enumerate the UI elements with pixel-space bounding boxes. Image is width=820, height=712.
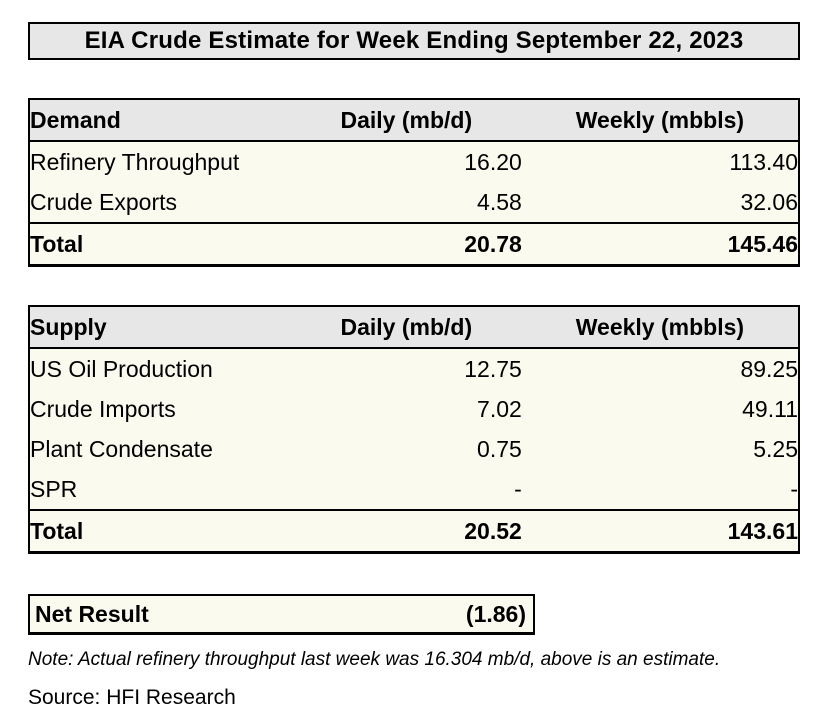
weekly-value: 143.61 [727,518,798,544]
daily-value: 0.75 [477,436,522,462]
daily-value: 4.58 [477,189,522,215]
demand-header-row: Demand Daily (mb/d) Weekly (mbbls) [29,99,799,141]
weekly-value: - [790,476,798,502]
table-row: Crude Exports 4.58 32.06 [29,182,799,223]
daily-value: 20.52 [464,518,522,544]
weekly-value: 145.46 [727,231,798,257]
table-row: Refinery Throughput 16.20 113.40 [29,141,799,182]
table-row: Crude Imports 7.02 49.11 [29,389,799,429]
weekly-value: 113.40 [729,149,798,175]
demand-total-row: Total 20.78 145.46 [29,223,799,266]
demand-header-weekly: Weekly (mbbls) [575,107,745,133]
net-result-box: Net Result (1.86) [28,594,535,635]
weekly-value: 5.25 [753,436,798,462]
row-label: Crude Exports [30,189,178,215]
row-label: Crude Imports [30,396,176,422]
demand-header-daily: Daily (mb/d) [340,107,473,133]
row-label: Total [30,231,84,257]
weekly-value: 32.06 [740,189,798,215]
table-row: Plant Condensate 0.75 5.25 [29,429,799,469]
row-label: SPR [30,476,78,502]
table-row: US Oil Production 12.75 89.25 [29,348,799,389]
table-row: SPR - - [29,469,799,510]
daily-value: - [514,476,522,502]
page-title: EIA Crude Estimate for Week Ending Septe… [84,27,744,54]
note-text: Note: Actual refinery throughput last we… [28,649,721,670]
row-label: US Oil Production [30,356,213,382]
supply-header-daily: Daily (mb/d) [340,314,473,340]
daily-value: 20.78 [464,231,522,257]
demand-table: Demand Daily (mb/d) Weekly (mbbls) Refin… [28,98,800,267]
supply-total-row: Total 20.52 143.61 [29,510,799,553]
row-label: Refinery Throughput [30,149,240,175]
source-text: Source: HFI Research [28,686,236,709]
supply-table: Supply Daily (mb/d) Weekly (mbbls) US Oi… [28,305,800,554]
supply-header-row: Supply Daily (mb/d) Weekly (mbbls) [29,306,799,348]
daily-value: 12.75 [464,356,522,382]
net-result-label: Net Result [35,600,149,627]
title-box: EIA Crude Estimate for Week Ending Septe… [28,22,800,60]
daily-value: 7.02 [477,396,522,422]
row-label: Plant Condensate [30,436,213,462]
supply-header-label: Supply [30,314,107,340]
net-result-value: (1.86) [465,600,526,627]
weekly-value: 89.25 [740,356,798,382]
supply-header-weekly: Weekly (mbbls) [575,314,745,340]
weekly-value: 49.11 [742,396,798,422]
row-label: Total [30,518,84,544]
demand-header-label: Demand [30,107,121,133]
daily-value: 16.20 [464,149,522,175]
